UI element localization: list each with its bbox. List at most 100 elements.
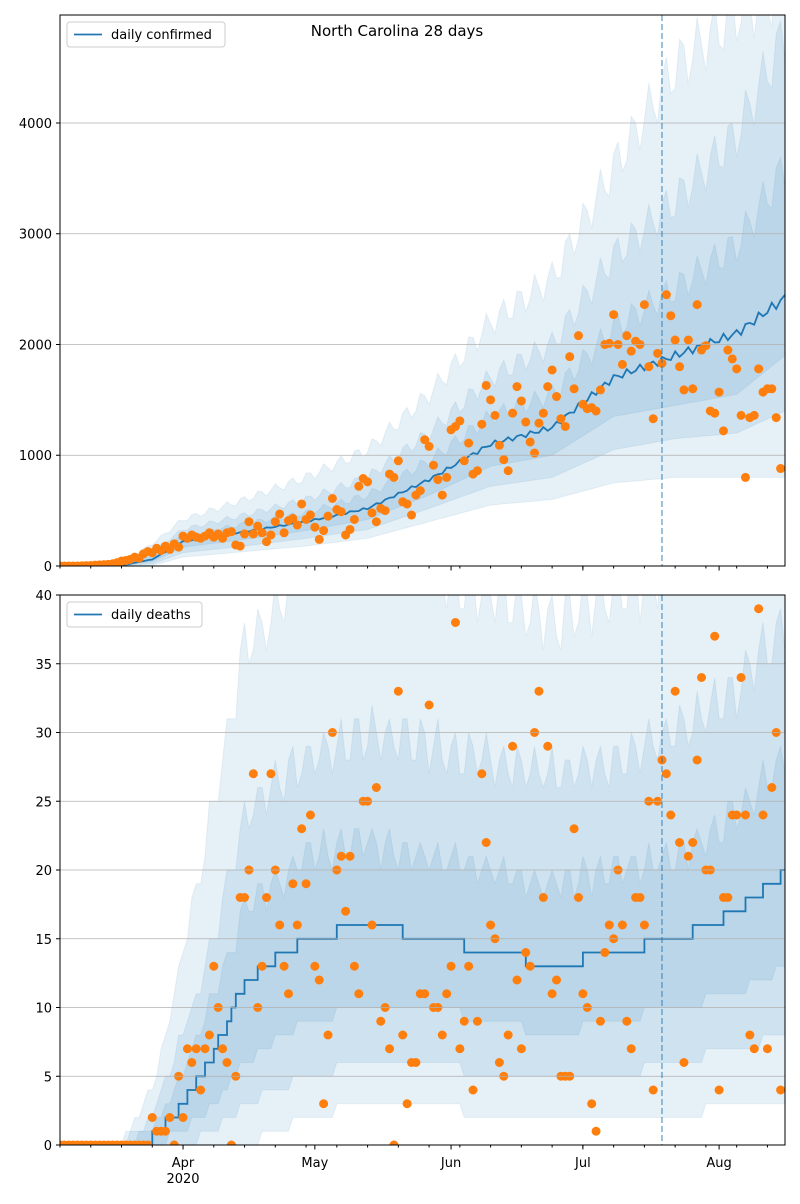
observed-point [319,1099,329,1109]
observed-point [595,1016,605,1026]
observed-point [248,529,258,539]
observed-point [587,1099,597,1109]
observed-point [275,920,285,930]
observed-point [547,365,557,375]
observed-point [305,510,315,520]
observed-point [305,810,315,820]
observed-point [732,810,742,820]
observed-point [345,524,355,534]
chart-title: North Carolina 28 days [311,22,484,40]
observed-point [257,961,267,971]
observed-point [345,851,355,861]
observed-point [552,392,562,402]
observed-point [393,456,403,466]
observed-point [420,989,430,999]
observed-point [617,359,627,369]
observed-point [617,920,627,930]
observed-point [292,520,302,530]
observed-point [428,460,438,470]
observed-point [402,1099,412,1109]
observed-point [657,358,667,368]
observed-point [257,528,267,538]
observed-point [424,700,434,710]
observed-point [661,769,671,779]
observed-point [464,438,474,448]
observed-point [178,1113,188,1122]
observed-point [367,920,377,930]
observed-point [543,382,553,392]
observed-point [288,879,298,889]
observed-point [253,521,263,531]
observed-point [552,975,562,985]
observed-point [653,348,663,358]
legend: daily deaths [66,601,203,628]
observed-point [538,408,548,418]
observed-point [235,541,245,551]
band-inner [60,155,785,566]
observed-point [508,741,518,751]
y-tick-label: 20 [35,864,52,879]
legend: daily confirmed [66,21,226,48]
observed-point [661,290,671,300]
y-tick-label: 15 [35,933,52,948]
observed-point [196,1085,206,1095]
x-tick-label: Jul [574,1156,591,1171]
observed-point [437,490,447,500]
observed-point [301,879,311,889]
observed-point [626,346,636,356]
observed-point [508,408,518,418]
legend-label: daily confirmed [111,28,212,43]
observed-point [740,472,750,482]
observed-point [222,1058,232,1067]
observed-point [310,522,320,532]
observed-point [442,989,452,999]
observed-point [600,948,610,957]
observed-point [275,509,285,519]
observed-point [283,989,293,999]
observed-point [437,1030,447,1040]
observed-point [323,1030,333,1040]
observed-point [762,1044,772,1054]
observed-point [292,920,302,930]
observed-point [679,1058,689,1067]
observed-point [433,475,443,485]
observed-point [604,338,614,348]
observed-point [569,824,579,834]
observed-point [701,341,711,351]
x-tick-label: Aug [706,1156,731,1171]
observed-point [776,1085,785,1095]
observed-point [376,1016,386,1026]
observed-point [771,413,781,423]
observed-point [560,421,570,431]
observed-point [609,310,619,320]
observed-point [297,499,307,509]
observed-point [534,686,544,696]
observed-point [450,618,460,627]
observed-point [336,507,346,517]
observed-point [248,769,258,779]
axes-frame [59,594,786,1146]
y-tick-label: 40 [35,589,52,604]
observed-point [240,893,250,902]
median-line [60,294,785,566]
observed-point [389,472,399,482]
observed-point [354,481,364,491]
observed-point [556,414,566,424]
observed-point [323,511,333,521]
observed-point [569,384,579,394]
observed-point [341,906,351,916]
observed-point [578,989,588,999]
observed-point [754,364,764,374]
observed-point [490,410,500,420]
observed-point [675,362,685,372]
observed-point [639,920,649,930]
observed-point [749,1044,759,1054]
observed-point [732,364,742,374]
y-tick-label: 2000 [19,338,52,353]
y-tick-label: 0 [44,1139,52,1154]
observed-point [516,1044,526,1054]
observed-point [736,673,746,682]
observed-point [481,380,491,390]
observed-point [472,1016,482,1026]
observed-point [415,486,425,496]
